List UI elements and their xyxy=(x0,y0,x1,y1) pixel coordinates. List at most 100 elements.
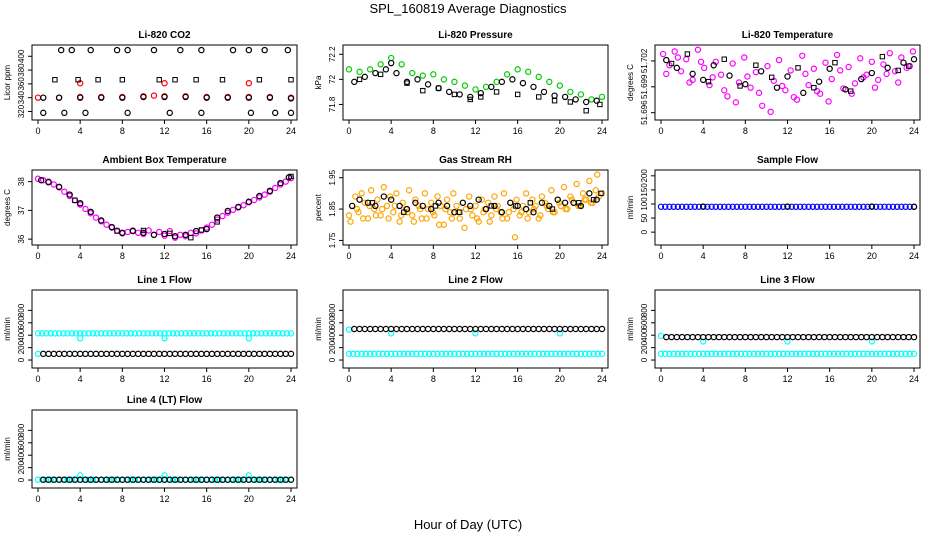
y-axis-label: ml/min xyxy=(626,196,635,220)
x-tick-label: 8 xyxy=(431,374,436,384)
data-point xyxy=(877,203,884,210)
data-point xyxy=(524,215,531,222)
data-point xyxy=(203,94,210,101)
data-point xyxy=(537,212,544,219)
y-tick-label: 360 xyxy=(17,77,26,91)
data-point xyxy=(910,350,918,358)
data-point xyxy=(837,67,844,74)
data-point xyxy=(581,350,589,358)
series-2 xyxy=(351,325,606,333)
data-point xyxy=(356,76,363,83)
data-point xyxy=(879,333,886,341)
data-point xyxy=(662,350,669,358)
data-point xyxy=(362,350,370,358)
data-point xyxy=(271,184,279,192)
data-point xyxy=(828,75,835,83)
data-point xyxy=(271,109,279,117)
data-point xyxy=(518,209,525,216)
data-point xyxy=(66,350,73,358)
data-point xyxy=(527,200,534,206)
data-point xyxy=(868,58,876,66)
data-point xyxy=(134,229,142,236)
data-point xyxy=(864,350,871,358)
panel-title: Sample Flow xyxy=(757,155,818,166)
data-point xyxy=(430,350,437,358)
data-point xyxy=(868,350,876,358)
data-point xyxy=(224,330,231,337)
data-point xyxy=(725,203,732,210)
data-point xyxy=(420,87,426,94)
data-point xyxy=(140,350,147,358)
data-point xyxy=(87,350,94,358)
data-point xyxy=(789,333,796,341)
data-point xyxy=(366,66,374,73)
data-point xyxy=(459,350,467,358)
data-point xyxy=(371,205,378,213)
data-point xyxy=(258,330,265,337)
data-point xyxy=(705,78,712,85)
x-tick-label: 8 xyxy=(120,251,125,261)
data-point xyxy=(833,51,841,59)
data-point xyxy=(355,209,362,216)
y-tick-label: 71.8 xyxy=(328,96,337,112)
data-point xyxy=(476,350,483,358)
data-point xyxy=(657,332,665,340)
data-point xyxy=(881,203,888,210)
data-point xyxy=(673,64,681,72)
data-point xyxy=(192,350,200,358)
data-point xyxy=(873,333,881,341)
data-point xyxy=(410,218,418,225)
x-tick-label: 24 xyxy=(597,251,607,261)
data-point xyxy=(514,325,521,333)
data-point xyxy=(232,330,240,337)
data-point xyxy=(93,330,101,337)
x-tick-label: 12 xyxy=(470,251,480,261)
data-point xyxy=(219,77,226,83)
data-point xyxy=(906,63,912,69)
data-point xyxy=(387,330,395,337)
data-point xyxy=(724,93,731,100)
data-point xyxy=(266,330,274,337)
data-point xyxy=(172,77,178,83)
data-point xyxy=(506,350,513,358)
data-point xyxy=(522,350,530,358)
x-tick-label: 24 xyxy=(286,251,296,261)
data-point xyxy=(350,350,357,358)
data-point xyxy=(152,330,160,337)
data-point xyxy=(129,227,137,235)
x-tick-label: 12 xyxy=(470,126,480,136)
data-point xyxy=(224,207,231,215)
data-point xyxy=(182,231,189,239)
data-point xyxy=(216,476,223,483)
data-point xyxy=(472,202,479,210)
data-point xyxy=(76,199,84,207)
data-point xyxy=(872,203,880,210)
series-2 xyxy=(40,476,295,483)
data-point xyxy=(773,333,781,341)
y-tick-label: 200 xyxy=(640,340,649,354)
data-point xyxy=(110,330,118,337)
y-tick-label: 72.2 xyxy=(328,46,337,62)
data-point xyxy=(425,350,433,358)
data-point xyxy=(113,46,121,54)
data-point xyxy=(499,215,506,222)
data-point xyxy=(68,476,75,483)
data-point xyxy=(689,70,696,78)
data-point xyxy=(884,64,891,72)
data-point xyxy=(832,59,838,66)
data-point xyxy=(61,188,68,195)
data-point xyxy=(387,196,395,203)
data-point xyxy=(92,350,100,358)
data-point xyxy=(361,325,369,333)
data-point xyxy=(796,203,804,210)
data-point xyxy=(424,205,432,213)
y-axis-label: degrees C xyxy=(626,64,635,101)
data-point xyxy=(352,193,359,200)
data-point xyxy=(746,350,753,358)
data-point xyxy=(367,187,375,194)
data-point xyxy=(782,87,789,94)
data-point xyxy=(699,203,707,210)
data-point xyxy=(847,203,854,210)
data-point xyxy=(826,333,833,341)
data-point xyxy=(851,350,859,358)
